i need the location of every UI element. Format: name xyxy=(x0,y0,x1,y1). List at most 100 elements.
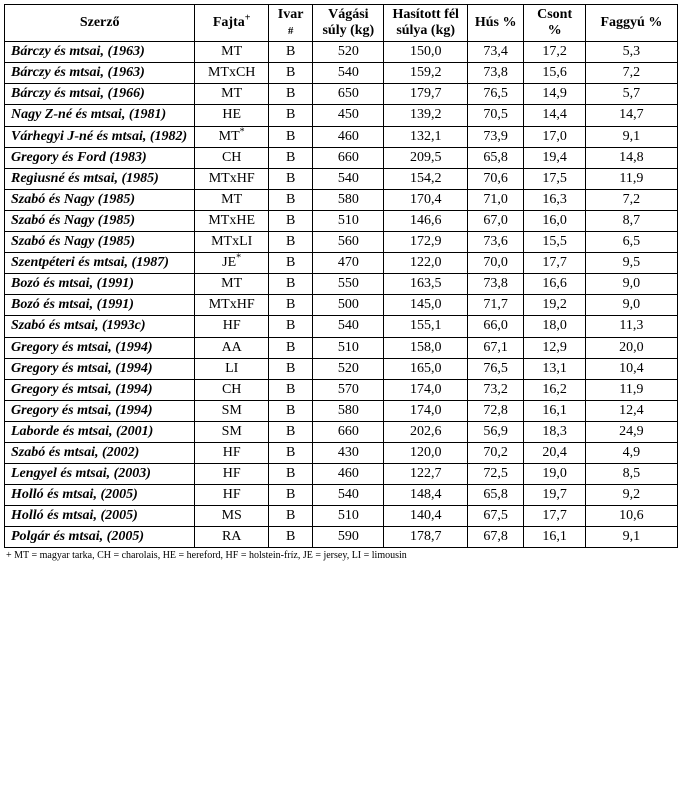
sex-cell: B xyxy=(269,189,313,210)
bone-cell: 16,1 xyxy=(524,400,585,421)
meat-cell: 71,7 xyxy=(467,295,523,316)
fat-cell: 9,1 xyxy=(585,126,677,147)
sw-cell: 580 xyxy=(313,400,384,421)
meat-cell: 73,6 xyxy=(467,232,523,253)
sex-cell: B xyxy=(269,421,313,442)
sex-cell: B xyxy=(269,210,313,231)
sex-cell: B xyxy=(269,379,313,400)
bone-cell: 14,4 xyxy=(524,105,585,126)
sex-cell: B xyxy=(269,442,313,463)
breed-cell: MTxHE xyxy=(195,210,269,231)
sw-cell: 570 xyxy=(313,379,384,400)
fat-cell: 11,9 xyxy=(585,379,677,400)
table-row: Nagy Z-né és mtsai, (1981)HEB450139,270,… xyxy=(5,105,678,126)
sex-cell: B xyxy=(269,485,313,506)
fat-cell: 7,2 xyxy=(585,189,677,210)
meat-cell: 67,8 xyxy=(467,527,523,548)
hw-cell: 165,0 xyxy=(384,358,468,379)
meat-cell: 67,5 xyxy=(467,506,523,527)
sw-cell: 430 xyxy=(313,442,384,463)
bone-cell: 16,0 xyxy=(524,210,585,231)
sex-cell: B xyxy=(269,105,313,126)
fat-cell: 20,0 xyxy=(585,337,677,358)
bone-cell: 17,7 xyxy=(524,506,585,527)
breed-cell: MT xyxy=(195,42,269,63)
bone-cell: 14,9 xyxy=(524,84,585,105)
table-row: Gregory és mtsai, (1994)LIB520165,076,51… xyxy=(5,358,678,379)
hw-cell: 132,1 xyxy=(384,126,468,147)
fat-cell: 10,6 xyxy=(585,506,677,527)
table-row: Gregory és mtsai, (1994)AAB510158,067,11… xyxy=(5,337,678,358)
hw-cell: 146,6 xyxy=(384,210,468,231)
sw-cell: 510 xyxy=(313,337,384,358)
breed-cell: HF xyxy=(195,485,269,506)
author-cell: Szabó és Nagy (1985) xyxy=(5,210,195,231)
meat-cell: 71,0 xyxy=(467,189,523,210)
hw-cell: 202,6 xyxy=(384,421,468,442)
breed-cell: CH xyxy=(195,147,269,168)
sex-cell: B xyxy=(269,147,313,168)
sex-cell: B xyxy=(269,253,313,274)
sw-cell: 560 xyxy=(313,232,384,253)
sex-cell: B xyxy=(269,168,313,189)
meat-cell: 73,2 xyxy=(467,379,523,400)
sw-cell: 650 xyxy=(313,84,384,105)
meat-cell: 70,6 xyxy=(467,168,523,189)
fat-cell: 9,1 xyxy=(585,527,677,548)
hw-cell: 145,0 xyxy=(384,295,468,316)
table-row: Bárczy és mtsai, (1963)MTB520150,073,417… xyxy=(5,42,678,63)
sw-cell: 550 xyxy=(313,274,384,295)
fat-cell: 6,5 xyxy=(585,232,677,253)
author-cell: Bárczy és mtsai, (1963) xyxy=(5,42,195,63)
bone-cell: 16,1 xyxy=(524,527,585,548)
author-cell: Szentpéteri és mtsai, (1987) xyxy=(5,253,195,274)
table-row: Holló és mtsai, (2005)MSB510140,467,517,… xyxy=(5,506,678,527)
author-cell: Holló és mtsai, (2005) xyxy=(5,485,195,506)
col-header-4: Hasított fél súlya (kg) xyxy=(384,5,468,42)
fat-cell: 9,0 xyxy=(585,295,677,316)
sex-cell: B xyxy=(269,400,313,421)
meat-cell: 65,8 xyxy=(467,485,523,506)
bone-cell: 19,0 xyxy=(524,464,585,485)
sex-cell: B xyxy=(269,232,313,253)
fat-cell: 9,2 xyxy=(585,485,677,506)
hw-cell: 148,4 xyxy=(384,485,468,506)
meat-cell: 72,5 xyxy=(467,464,523,485)
table-row: Regiusné és mtsai, (1985)MTxHFB540154,27… xyxy=(5,168,678,189)
table-row: Polgár és mtsai, (2005)RAB590178,767,816… xyxy=(5,527,678,548)
author-cell: Polgár és mtsai, (2005) xyxy=(5,527,195,548)
fat-cell: 14,8 xyxy=(585,147,677,168)
breed-cell: AA xyxy=(195,337,269,358)
breed-cell: CH xyxy=(195,379,269,400)
bone-cell: 13,1 xyxy=(524,358,585,379)
author-cell: Bárczy és mtsai, (1966) xyxy=(5,84,195,105)
hw-cell: 170,4 xyxy=(384,189,468,210)
author-cell: Szabó és mtsai, (2002) xyxy=(5,442,195,463)
meat-cell: 76,5 xyxy=(467,358,523,379)
sw-cell: 470 xyxy=(313,253,384,274)
author-cell: Gregory és Ford (1983) xyxy=(5,147,195,168)
table-row: Bozó és mtsai, (1991)MTB550163,573,816,6… xyxy=(5,274,678,295)
sex-cell: B xyxy=(269,274,313,295)
author-cell: Lengyel és mtsai, (2003) xyxy=(5,464,195,485)
table-row: Gregory és mtsai, (1994)SMB580174,072,81… xyxy=(5,400,678,421)
breed-cell: RA xyxy=(195,527,269,548)
meat-cell: 70,0 xyxy=(467,253,523,274)
author-cell: Bárczy és mtsai, (1963) xyxy=(5,63,195,84)
table-row: Bozó és mtsai, (1991)MTxHFB500145,071,71… xyxy=(5,295,678,316)
meat-cell: 70,2 xyxy=(467,442,523,463)
bone-cell: 16,3 xyxy=(524,189,585,210)
author-cell: Gregory és mtsai, (1994) xyxy=(5,379,195,400)
author-cell: Szabó és Nagy (1985) xyxy=(5,189,195,210)
footnote: + MT = magyar tarka, CH = charolais, HE … xyxy=(4,550,678,561)
meat-cell: 76,5 xyxy=(467,84,523,105)
bone-cell: 17,7 xyxy=(524,253,585,274)
breed-cell: JE* xyxy=(195,253,269,274)
author-cell: Gregory és mtsai, (1994) xyxy=(5,400,195,421)
author-cell: Bozó és mtsai, (1991) xyxy=(5,295,195,316)
col-header-7: Faggyú % xyxy=(585,5,677,42)
table-body: Bárczy és mtsai, (1963)MTB520150,073,417… xyxy=(5,42,678,548)
meat-cell: 65,8 xyxy=(467,147,523,168)
table-row: Várhegyi J-né és mtsai, (1982)MT*B460132… xyxy=(5,126,678,147)
hw-cell: 122,0 xyxy=(384,253,468,274)
